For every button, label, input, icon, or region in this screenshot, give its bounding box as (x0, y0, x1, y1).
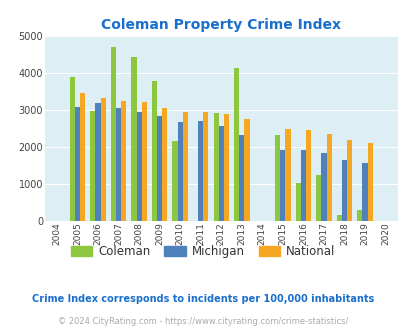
Bar (295, 183, 300, 221)
Bar (305, 130, 310, 221)
Bar (362, 163, 367, 221)
Bar (346, 140, 351, 221)
Bar (341, 160, 346, 221)
Bar (223, 114, 228, 221)
Bar (95, 103, 100, 221)
Bar (100, 98, 105, 221)
Bar (213, 113, 218, 221)
Bar (336, 214, 341, 221)
Bar (177, 122, 182, 221)
Bar (275, 135, 279, 221)
Bar (279, 150, 285, 221)
Bar (141, 102, 147, 221)
Bar (315, 175, 321, 221)
Text: Crime Index corresponds to incidents per 100,000 inhabitants: Crime Index corresponds to incidents per… (32, 294, 373, 304)
Bar (75, 107, 80, 221)
Bar (300, 150, 305, 221)
Bar (136, 112, 141, 221)
Text: © 2024 CityRating.com - https://www.cityrating.com/crime-statistics/: © 2024 CityRating.com - https://www.city… (58, 317, 347, 326)
Bar (157, 116, 162, 221)
Bar (121, 101, 126, 221)
Bar (203, 112, 208, 221)
Bar (239, 135, 244, 221)
Title: Coleman Property Crime Index: Coleman Property Crime Index (101, 18, 341, 32)
Bar (116, 108, 121, 221)
Bar (90, 111, 95, 221)
Legend: Coleman, Michigan, National: Coleman, Michigan, National (66, 241, 339, 263)
Bar (356, 211, 362, 221)
Bar (285, 129, 290, 221)
Bar (151, 82, 157, 221)
Bar (244, 119, 249, 221)
Bar (321, 153, 326, 221)
Bar (80, 93, 85, 221)
Bar (234, 68, 239, 221)
Bar (70, 77, 75, 221)
Bar (182, 112, 188, 221)
Bar (218, 126, 223, 221)
Bar (131, 57, 136, 221)
Bar (172, 141, 177, 221)
Bar (198, 121, 203, 221)
Bar (326, 134, 331, 221)
Bar (111, 47, 116, 221)
Bar (367, 143, 372, 221)
Bar (162, 108, 167, 221)
